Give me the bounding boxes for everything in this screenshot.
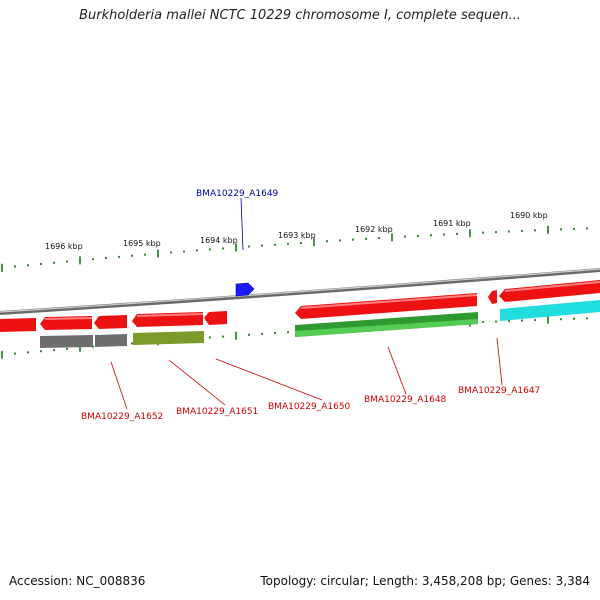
label-a1648[interactable]: BMA10229_A1648: [364, 395, 447, 405]
gene-highlight-a1652: [44, 317, 93, 320]
gene-row-reverse: [0, 280, 600, 332]
kbp-label-1694: 1694 kbp: [200, 236, 238, 245]
gene-highlight-a1648: [300, 294, 478, 309]
feature-gray-2[interactable]: [95, 334, 127, 347]
gene-red-3[interactable]: [94, 315, 127, 329]
kbp-label-1691: 1691 kbp: [433, 219, 471, 228]
connector-a1652: [110, 361, 128, 410]
chromosome-backbone-highlight: [0, 268, 600, 313]
label-a1651[interactable]: BMA10229_A1651: [176, 407, 258, 417]
label-a1649[interactable]: BMA10229_A1649: [196, 189, 279, 199]
connector-a1650: [215, 358, 323, 401]
label-connectors: [110, 197, 503, 410]
label-a1647[interactable]: BMA10229_A1647: [458, 386, 540, 396]
kbp-label-1690: 1690 kbp: [510, 211, 548, 220]
kbp-label-1695: 1695 kbp: [123, 239, 161, 248]
feature-green-2[interactable]: [295, 319, 478, 337]
feature-row-lower: [40, 300, 600, 348]
connector-a1648: [387, 346, 407, 395]
connector-a1649: [240, 197, 244, 251]
gene-red-5[interactable]: [204, 311, 227, 325]
kbp-label-1692: 1692 kbp: [355, 225, 393, 234]
gene-bma10229-a1649[interactable]: [235, 282, 255, 297]
gene-bma10229-a1648[interactable]: [295, 293, 477, 319]
topology-summary: Topology: circular; Length: 3,458,208 bp…: [260, 574, 590, 588]
connector-a1651: [168, 359, 226, 406]
chromosome-backbone: [0, 268, 600, 315]
ruler-ticks-outer: [1, 225, 588, 272]
gene-red-1[interactable]: [0, 318, 36, 332]
label-a1652[interactable]: BMA10229_A1652: [81, 412, 163, 422]
connector-a1647: [496, 337, 503, 386]
accession-label: Accession: NC_008836: [9, 574, 146, 588]
gene-bma10229-a1647[interactable]: [499, 280, 600, 302]
gene-red-small[interactable]: [488, 290, 497, 304]
feature-olive[interactable]: [133, 331, 204, 345]
kbp-label-1696: 1696 kbp: [45, 242, 83, 251]
gene-highlight-a1651: [136, 313, 204, 317]
kbp-label-1693: 1693 kbp: [278, 231, 316, 240]
label-a1650[interactable]: BMA10229_A1650: [268, 402, 351, 412]
feature-cyan[interactable]: [500, 300, 600, 321]
gene-highlight-a1647: [504, 281, 600, 292]
page-title: Burkholderia mallei NCTC 10229 chromosom…: [79, 8, 521, 23]
feature-gray-1[interactable]: [40, 335, 93, 348]
